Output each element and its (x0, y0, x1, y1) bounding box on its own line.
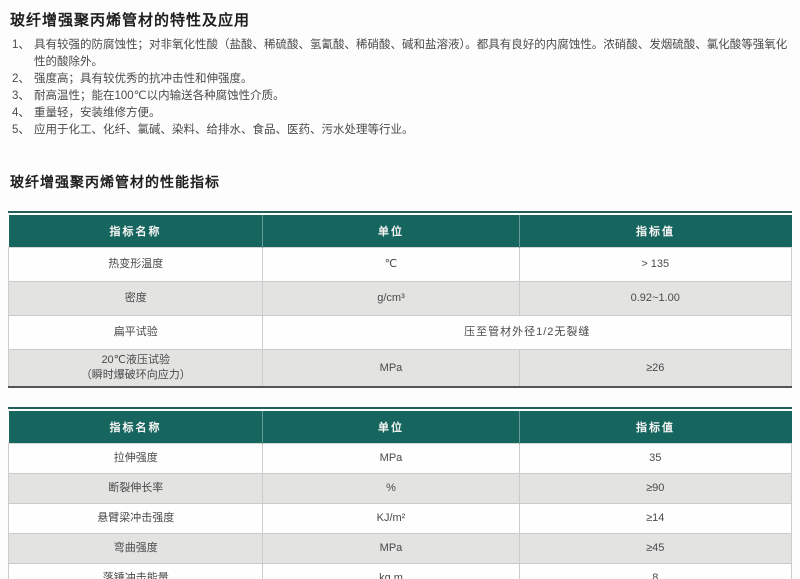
feature-number: 5、 (12, 124, 30, 136)
table-cell: g/cm³ (262, 281, 520, 316)
table-cell: KJ/m² (262, 503, 520, 534)
table-row: 扁平试验 压至管材外径1/2无裂缝 (7, 315, 792, 350)
feature-number: 2、 (12, 73, 30, 85)
table-cell: 断裂伸长率 (7, 473, 264, 504)
feature-text: 具有较强的防腐蚀性；对非氧化性酸（盐酸、稀硫酸、氢氰酸、稀硝酸、碱和盐溶液）。都… (34, 39, 788, 68)
table-cell: ≥26 (518, 349, 792, 388)
table-cell: 悬臂梁冲击强度 (7, 503, 264, 534)
table-header-row: 指标名称 单位 指标值 (8, 411, 792, 444)
feature-text: 耐高温性；能在100℃以内输送各种腐蚀性介质。 (34, 90, 285, 102)
table-cell: 8 (518, 563, 792, 579)
performance-section-title: 玻纤增强聚丙烯管材的性能指标 (10, 174, 220, 190)
table-cell: 密度 (7, 281, 264, 316)
table-cell: 弯曲强度 (7, 533, 264, 564)
table-cell: 落锤冲击能量 (7, 563, 264, 579)
table-cell: 35 (518, 443, 792, 474)
feature-item: 4、 重量轻，安装维修方便。 (12, 105, 794, 122)
table-cell: 扁平试验 (7, 315, 264, 350)
table-cell: ≥90 (518, 473, 792, 504)
table-header-row: 指标名称 单位 指标值 (8, 215, 792, 248)
table-row: 热变形温度 ℃ > 135 (7, 247, 792, 282)
feature-text: 重量轻，安装维修方便。 (34, 107, 161, 119)
table-cell: kg.m (262, 563, 520, 579)
table-cell: ≥45 (518, 533, 792, 564)
table-row: 20℃液压试验 （瞬时爆破环向应力） MPa ≥26 (7, 349, 792, 388)
feature-item: 3、 耐高温性；能在100℃以内输送各种腐蚀性介质。 (12, 88, 794, 105)
feature-item: 1、 具有较强的防腐蚀性；对非氧化性酸（盐酸、稀硫酸、氢氰酸、稀硝酸、碱和盐溶液）… (12, 37, 794, 71)
table-cell: MPa (262, 349, 520, 388)
column-header: 单位 (262, 215, 520, 248)
physical-properties-table: 指标名称 单位 指标值 热变形温度 ℃ > 135 密度 g/cm³ 0.92~1.00 扁平试验… (7, 211, 792, 388)
table-row: 落锤冲击能量 kg.m 8 (7, 563, 792, 579)
column-header: 指标值 (519, 411, 792, 444)
feature-text: 强度高；具有较优秀的抗冲击性和伸强度。 (34, 73, 253, 85)
table-cell: 20℃液压试验 （瞬时爆破环向应力） (7, 349, 264, 388)
table-cell: > 135 (518, 247, 792, 282)
feature-item: 2、 强度高；具有较优秀的抗冲击性和伸强度。 (12, 71, 794, 88)
table-cell: ≥14 (518, 503, 792, 534)
table-cell: 0.92~1.00 (518, 281, 792, 316)
column-header: 指标值 (519, 215, 792, 248)
feature-text: 应用于化工、化纤、氯碱、染料、给排水、食品、医药、污水处理等行业。 (34, 124, 414, 136)
table-row: 弯曲强度 MPa ≥45 (7, 533, 792, 564)
feature-number: 1、 (12, 39, 30, 51)
table-cell: 热变形温度 (7, 247, 264, 282)
column-header: 指标名称 (8, 411, 264, 444)
table-row: 拉伸强度 MPa 35 (7, 443, 792, 474)
table-cell: MPa (262, 533, 520, 564)
column-header: 单位 (262, 411, 520, 444)
page-title: 玻纤增强聚丙烯管材的特性及应用 (10, 12, 251, 29)
table-cell: 拉伸强度 (7, 443, 264, 474)
table-cell: ℃ (262, 247, 520, 282)
table-row: 密度 g/cm³ 0.92~1.00 (7, 281, 792, 316)
table-cell: MPa (262, 443, 520, 474)
column-header: 指标名称 (8, 215, 264, 248)
table-row: 悬臂梁冲击强度 KJ/m² ≥14 (7, 503, 792, 534)
spec-table: 指标名称 单位 指标值 拉伸强度 MPa 35 断裂伸长率% ≥90 悬臂梁冲击强度 KJ/m² ≥… (7, 411, 792, 579)
spec-table: 指标名称 单位 指标值 热变形温度 ℃ > 135 密度 g/cm³ 0.92~1.00 扁平试验… (7, 215, 792, 388)
features-list: 1、 具有较强的防腐蚀性；对非氧化性酸（盐酸、稀硫酸、氢氰酸、稀硝酸、碱和盐溶液）… (12, 37, 794, 139)
feature-item: 5、 应用于化工、化纤、氯碱、染料、给排水、食品、医药、污水处理等行业。 (12, 122, 794, 139)
table-cell: 压至管材外径1/2无裂缝 (262, 315, 792, 350)
mechanical-properties-table: 指标名称 单位 指标值 拉伸强度 MPa 35 断裂伸长率% ≥90 悬臂梁冲击强度 KJ/m² ≥… (7, 407, 792, 579)
table-row: 断裂伸长率% ≥90 (7, 473, 792, 504)
feature-number: 4、 (12, 107, 30, 119)
table-cell: % (262, 473, 520, 504)
feature-number: 3、 (12, 90, 30, 102)
